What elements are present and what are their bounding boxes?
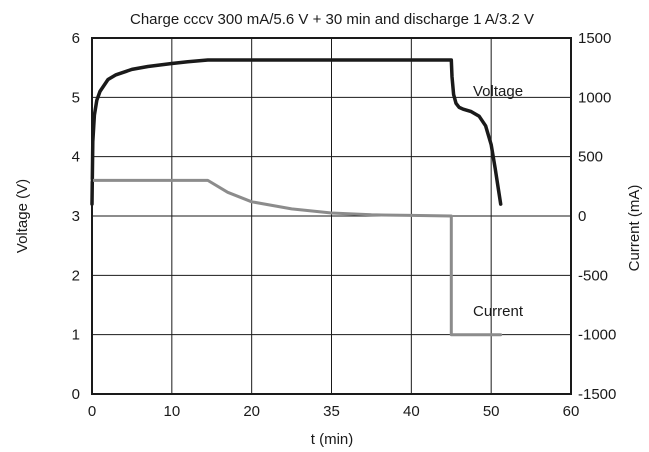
y-tick-label: 4 (72, 149, 80, 166)
y-axis-title: Voltage (V) (14, 179, 31, 253)
x-tick-labels: 0 10 20 35 40 50 60 (88, 403, 580, 420)
x-tick-label: 20 (243, 403, 260, 420)
y2-tick-label: -1000 (578, 327, 616, 344)
y2-tick-label: 1000 (578, 89, 611, 106)
y-tick-label: 2 (72, 267, 80, 284)
y-tick-label: 5 (72, 89, 80, 106)
x-tick-label: 60 (563, 403, 580, 420)
x-axis-title: t (min) (311, 431, 354, 448)
chart-title: Charge cccv 300 mA/5.6 V + 30 min and di… (130, 11, 534, 28)
series-layer (90, 58, 503, 337)
series-line-voltage (90, 58, 503, 206)
x-tick-label: 40 (403, 403, 420, 420)
plot-frame (91, 37, 572, 395)
y-tick-labels: 0 1 2 3 4 5 6 (72, 30, 80, 403)
y2-tick-label: -1500 (578, 386, 616, 403)
series-label-current: Current (473, 303, 524, 320)
series-label-voltage: Voltage (473, 83, 523, 100)
y2-tick-label: 1500 (578, 30, 611, 47)
y2-tick-labels: -1500 -1000 -500 0 500 1000 1500 (578, 30, 616, 403)
series-line-current (90, 178, 503, 337)
y-tick-label: 6 (72, 30, 80, 47)
y2-tick-label: -500 (578, 267, 608, 284)
x-tick-label: 35 (323, 403, 340, 420)
y2-tick-label: 500 (578, 149, 603, 166)
y-tick-label: 3 (72, 208, 80, 225)
x-tick-label: 10 (163, 403, 180, 420)
y2-axis-title: Current (mA) (626, 185, 643, 272)
y2-tick-label: 0 (578, 208, 586, 225)
y-tick-label: 1 (72, 327, 80, 344)
y-tick-label: 0 (72, 386, 80, 403)
x-tick-label: 50 (483, 403, 500, 420)
x-tick-label: 0 (88, 403, 96, 420)
grid (92, 38, 571, 394)
